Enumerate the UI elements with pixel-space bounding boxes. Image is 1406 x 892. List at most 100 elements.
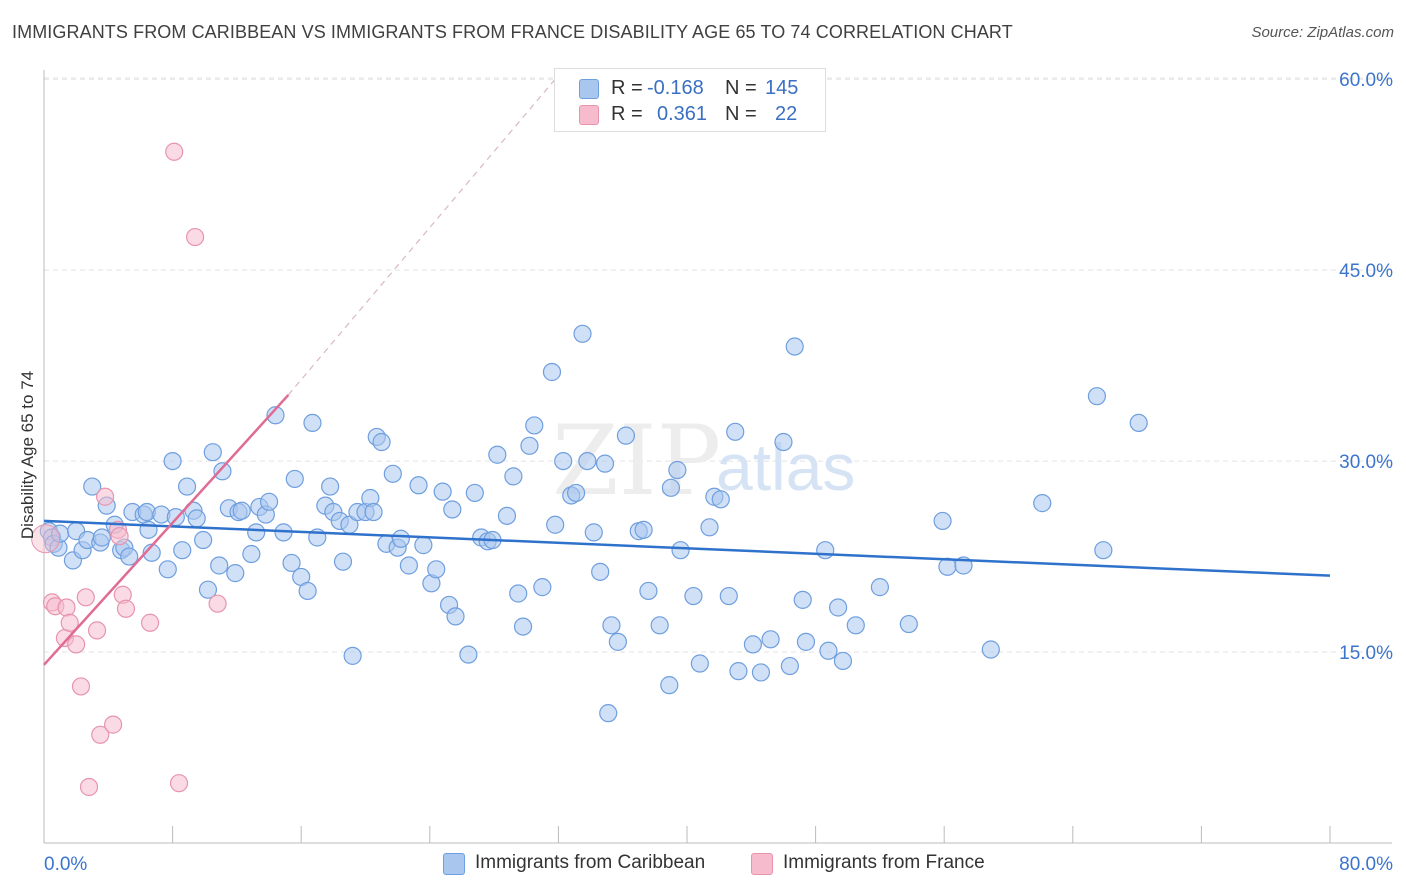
caribbean-point [1087,387,1107,406]
caribbean-point [660,676,679,695]
y-tick-label: 30.0% [1339,452,1393,473]
caribbean-point [303,413,322,433]
caribbean-point [282,553,301,573]
caribbean-point [634,520,653,539]
france-point [208,594,227,613]
x-tick-label: 80.0% [1339,854,1393,875]
caribbean-point [719,586,738,606]
caribbean-point [247,523,266,542]
caribbean-point [933,511,952,531]
caribbean-point [1033,494,1052,513]
caribbean-point [846,616,865,635]
caribbean-point [554,452,573,471]
caribbean-point [780,656,799,676]
caribbean-point [690,654,709,673]
caribbean-point [599,704,618,723]
caribbean-point [542,362,562,382]
r-label: R = [611,77,643,99]
caribbean-point [870,578,890,597]
caribbean-point [566,483,586,503]
france-point [116,599,136,618]
caribbean-point [639,581,658,601]
caribbean-point [602,616,621,635]
y-tick-label: 60.0% [1339,70,1393,91]
caribbean-point [177,477,197,496]
caribbean-point [259,492,279,511]
france-point [79,777,99,797]
caribbean-point [443,500,462,519]
caribbean-point [711,490,730,509]
caribbean-point [751,663,771,682]
caribbean-point [232,501,251,520]
caribbean-point [546,515,565,534]
x-tick-label: 0.0% [44,854,87,875]
r-value: 0.361 [657,103,708,125]
caribbean-point [203,443,222,462]
axes [43,70,1392,844]
legend-label: Immigrants from Caribbean [475,852,706,873]
caribbean-point [584,523,603,542]
caribbean-point [533,578,552,597]
caribbean-point [743,635,763,654]
caribbean-point [513,617,533,636]
n-label: N = [725,103,757,125]
france-point [57,598,76,617]
caribbean-point [668,460,687,480]
caribbean-point [509,584,528,603]
caribbean-point [414,536,433,555]
france-point [76,588,95,607]
caribbean-point [671,541,690,560]
caribbean-point [210,556,229,575]
caribbean-point [242,544,261,564]
caribbean-point [833,651,853,671]
france-point [71,677,91,696]
caribbean-point [981,640,1000,659]
france-point [169,774,189,793]
caribbean-point [726,422,745,441]
n-value: 22 [775,103,798,125]
caribbean-point [793,590,812,609]
france-point [140,613,160,632]
caribbean-point [1129,413,1148,433]
caribbean-point [819,641,838,660]
y-tick-label: 15.0% [1339,643,1393,664]
chart-title: IMMIGRANTS FROM CARIBBEAN VS IMMIGRANTS … [12,22,1013,42]
grid-lines [44,77,1392,653]
caribbean-point [608,632,627,651]
caribbean-point [520,436,539,455]
caribbean-point [213,462,232,481]
caribbean-point [409,476,428,495]
caribbean-point [465,483,484,503]
n-label: N = [725,77,757,99]
r-label: R = [611,103,643,125]
france-point [186,227,205,247]
caribbean-point [785,337,804,356]
caribbean-point [120,547,139,566]
caribbean-point [829,598,848,617]
caribbean-point [343,646,362,665]
caribbean-point [899,614,918,634]
caribbean-point [158,560,177,579]
caribbean-point [796,632,816,651]
france-point [67,635,86,654]
caribbean-point [285,469,304,489]
caribbean-point [488,445,507,464]
caribbean-point [661,478,681,497]
france-point [110,527,129,546]
france-point [95,487,115,506]
caribbean-point [83,477,102,496]
france-legend-swatch [751,853,773,875]
caribbean-point [383,464,402,483]
y-tick-label: 45.0% [1339,261,1393,282]
caribbean-point [774,432,793,452]
caribbean-point [459,645,478,664]
caribbean-point [92,528,111,547]
caribbean-point [198,580,218,599]
france-trend-extension [287,74,559,396]
france-point [87,621,107,640]
caribbean-point [684,586,703,606]
caribbean-point [504,467,523,486]
france-point [91,725,110,744]
caribbean-point [761,630,780,649]
